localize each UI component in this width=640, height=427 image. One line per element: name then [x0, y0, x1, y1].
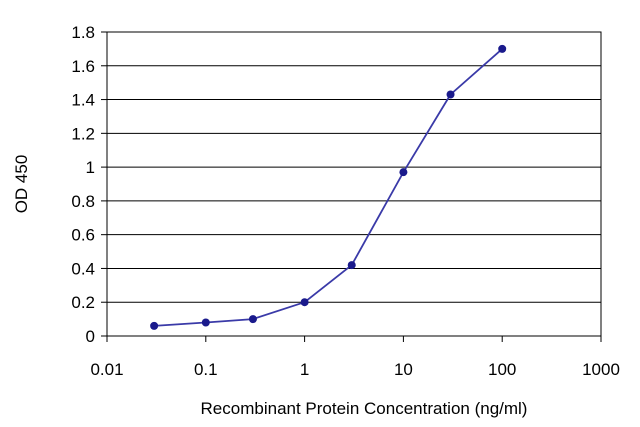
x-tick-label: 10: [394, 360, 413, 379]
y-tick-label: 1: [86, 158, 95, 177]
data-point: [498, 44, 507, 53]
y-tick-label: 0.2: [71, 293, 95, 312]
data-point: [300, 298, 309, 307]
x-tick-label: 0.1: [194, 360, 218, 379]
x-tick-label: 0.01: [90, 360, 123, 379]
y-tick-label: 1.8: [71, 23, 95, 42]
x-tick-label: 1000: [582, 360, 620, 379]
x-tick-label: 1: [300, 360, 309, 379]
y-tick-label: 1.4: [71, 91, 95, 110]
data-point: [347, 261, 356, 270]
series-line: [154, 48, 503, 327]
data-point: [201, 318, 210, 327]
data-point: [446, 90, 455, 99]
y-axis: 0 0.2 0.4 0.6 0.8 1 1.2 1.4 1.6 1.8: [71, 23, 107, 346]
y-tick-label: 1.2: [71, 124, 95, 143]
y-tick-label: 1.6: [71, 57, 95, 76]
y-tick-label: 0.4: [71, 259, 95, 278]
x-axis: 0.01 0.1 1 10 100 1000: [90, 336, 620, 379]
data-point: [248, 315, 257, 324]
y-tick-label: 0.6: [71, 226, 95, 245]
y-axis-title: OD 450: [12, 155, 31, 214]
x-tick-label: 100: [488, 360, 516, 379]
data-point: [150, 321, 159, 330]
y-tick-label: 0.8: [71, 192, 95, 211]
plot-area: [106, 31, 602, 337]
x-axis-title: Recombinant Protein Concentration (ng/ml…: [201, 399, 528, 418]
series-group: [150, 44, 507, 330]
y-tick-label: 0: [86, 327, 95, 346]
data-point: [399, 168, 408, 177]
